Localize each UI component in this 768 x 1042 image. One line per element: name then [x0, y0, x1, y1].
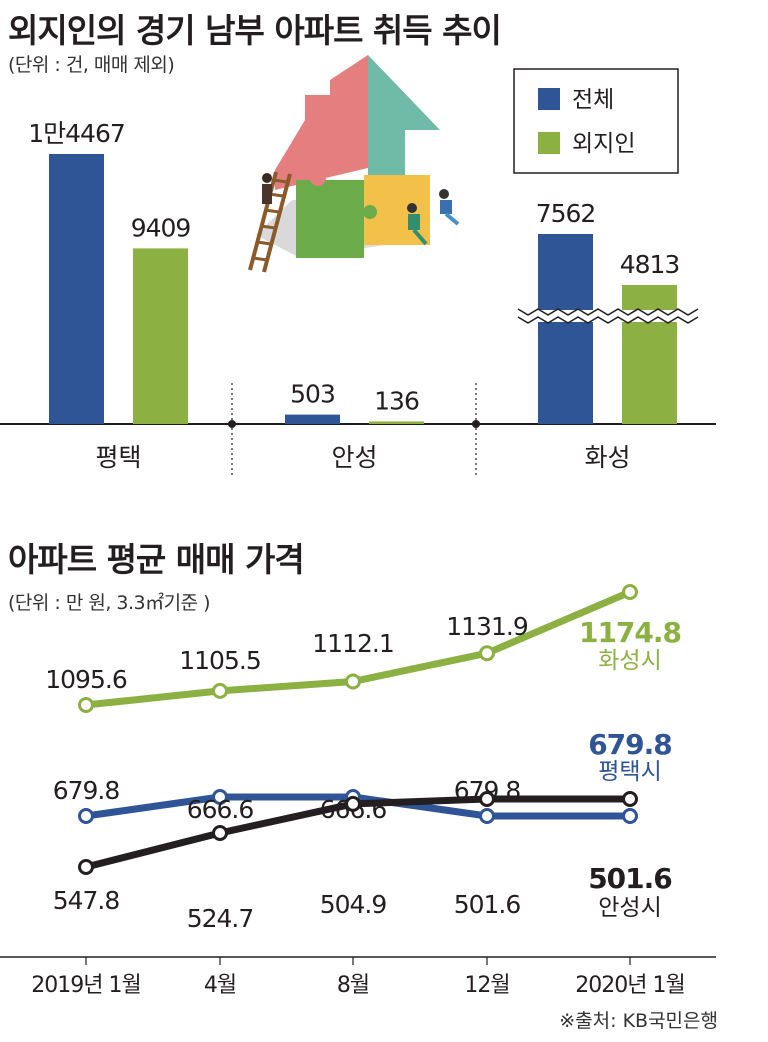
bar: [622, 285, 677, 424]
bar-value-label: 7562: [536, 199, 596, 228]
data-label: 1112.1: [312, 629, 393, 658]
end-value-label: 501.6: [588, 862, 672, 895]
bar: [285, 414, 340, 424]
bar-value-label: 4813: [620, 250, 680, 279]
end-value-label: 1174.8: [579, 616, 681, 649]
category-label: 평택: [95, 443, 141, 472]
data-point: [479, 645, 495, 662]
bar-value-label: 1만4467: [28, 119, 125, 148]
bar-chart-unit: (단위 : 건, 매매 제외): [8, 54, 175, 76]
bar-value-label: 136: [374, 386, 419, 415]
data-point: [622, 584, 638, 600]
x-tick-label: 2020년 1월: [575, 973, 684, 998]
data-label: 666.6: [187, 795, 254, 824]
data-point: [78, 808, 94, 824]
data-point: [78, 859, 94, 875]
series-name-label: 평택시: [598, 759, 661, 785]
x-tick-label: 12월: [464, 973, 509, 998]
bar-chart-title: 외지인의 경기 남부 아파트 취득 추이: [8, 11, 502, 50]
data-point: [345, 795, 361, 812]
bar: [369, 421, 424, 424]
data-label: 501.6: [454, 890, 521, 919]
series-name-label: 안성시: [598, 895, 661, 921]
data-point: [212, 789, 228, 805]
data-label: 1131.9: [446, 612, 528, 641]
data-point: [622, 808, 638, 824]
bar: [133, 248, 188, 424]
data-label: 547.8: [53, 886, 120, 915]
data-point: [212, 682, 228, 699]
data-label: 1095.6: [45, 665, 127, 694]
bar-value-label: 9409: [131, 213, 191, 242]
bar: [49, 154, 104, 424]
legend-box: [513, 68, 679, 174]
legend-swatch: [538, 132, 560, 154]
source-note: ※출처: KB국민은행: [559, 1010, 718, 1032]
divider-dot: [228, 420, 236, 428]
data-point: [479, 808, 495, 824]
category-label: 화성: [584, 443, 630, 472]
axis-break-line: [517, 316, 699, 324]
x-tick-label: 8월: [337, 973, 369, 998]
divider-dot: [472, 420, 480, 428]
bar-value-label: 503: [290, 380, 335, 409]
x-tick-label: 4월: [204, 973, 236, 998]
data-point: [622, 791, 638, 807]
data-point: [212, 825, 228, 841]
legend-label: 외지인: [572, 131, 635, 157]
data-label: 1105.5: [179, 646, 260, 675]
legend-swatch: [538, 88, 560, 110]
data-label: 524.7: [187, 904, 254, 933]
legend-label: 전체: [572, 87, 614, 113]
data-point: [479, 791, 495, 807]
series-name-label: 화성시: [598, 648, 661, 674]
data-label: 679.8: [53, 776, 120, 805]
end-value-label: 679.8: [588, 728, 672, 761]
axis-break-line: [517, 308, 699, 316]
data-label: 504.9: [320, 890, 387, 919]
x-tick-label: 2019년 1월: [31, 973, 140, 998]
data-point: [78, 697, 94, 713]
category-label: 안성: [331, 443, 377, 472]
line-chart-title: 아파트 평균 매매 가격: [8, 540, 305, 579]
line-chart-unit: (단위 : 만 원, 3.3㎡기준 ): [8, 592, 211, 614]
bar: [538, 234, 593, 424]
data-point: [345, 673, 361, 690]
